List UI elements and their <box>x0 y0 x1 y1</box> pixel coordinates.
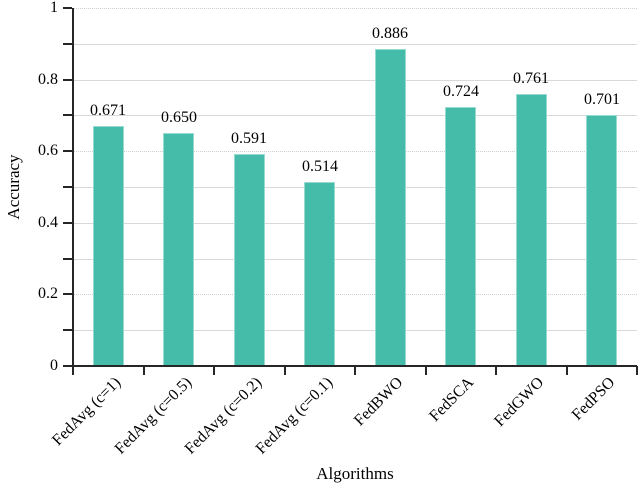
bar-FedAvg (c=0.1) <box>304 182 335 366</box>
x-axis-tick <box>284 366 286 375</box>
bar-FedAvg (c=0.2) <box>234 154 265 366</box>
y-axis-tick <box>63 329 72 331</box>
x-axis-tick <box>425 366 427 375</box>
y-tick-label: 0.8 <box>38 71 58 88</box>
y-axis-tick <box>63 7 72 9</box>
y-tick-label: 0.4 <box>38 214 58 231</box>
y-tick-label: 0.6 <box>38 142 58 159</box>
x-axis-tick <box>354 366 356 375</box>
x-tick-label: FedBWO <box>350 374 407 430</box>
gridline <box>73 80 637 81</box>
bar-FedAvg (c=1) <box>93 126 124 366</box>
y-axis-tick <box>63 186 72 188</box>
gridline <box>73 294 637 295</box>
gridline <box>73 151 637 152</box>
bar-value-label: 0.701 <box>584 91 620 108</box>
y-tick-label: 0.2 <box>38 285 58 302</box>
y-axis-tick <box>63 79 72 81</box>
bar-value-label: 0.886 <box>372 25 408 42</box>
y-axis-title: Accuracy <box>4 154 23 220</box>
x-axis-title: Algorithms <box>316 464 394 483</box>
y-axis-tick <box>63 293 72 295</box>
y-axis-tick <box>63 150 72 152</box>
y-tick-label: 0 <box>50 357 58 374</box>
y-axis-tick <box>63 222 72 224</box>
bar-value-label: 0.724 <box>443 83 479 100</box>
bar-value-label: 0.514 <box>302 158 338 175</box>
gridline <box>73 223 637 224</box>
bar-FedGWO <box>516 94 547 366</box>
gridline <box>73 44 637 45</box>
x-axis-tick <box>495 366 497 375</box>
bar-FedBWO <box>375 49 406 366</box>
y-axis-tick <box>63 258 72 260</box>
x-axis-tick <box>143 366 145 375</box>
bar-FedSCA <box>445 107 476 366</box>
bar-FedAvg (c=0.5) <box>163 133 194 366</box>
x-tick-label: FedAvg (c=1) <box>48 374 125 450</box>
y-axis-line <box>72 8 74 375</box>
x-tick-label: FedPSO <box>568 374 619 424</box>
gridline <box>73 187 637 188</box>
x-tick-label: FedGWO <box>491 374 548 431</box>
x-tick-label: FedSCA <box>426 374 478 426</box>
gridline <box>73 259 637 260</box>
gridline <box>73 330 637 331</box>
bar-value-label: 0.650 <box>161 109 197 126</box>
gridline <box>73 8 637 9</box>
gridline <box>73 115 637 116</box>
x-axis-tick <box>636 366 638 375</box>
x-axis-tick <box>566 366 568 375</box>
y-axis-tick <box>63 114 72 116</box>
x-axis-line <box>63 365 637 367</box>
y-axis-tick <box>63 43 72 45</box>
bar-FedPSO <box>586 115 617 366</box>
bar-value-label: 0.671 <box>90 102 126 119</box>
y-tick-label: 1 <box>50 0 58 16</box>
bar-value-label: 0.591 <box>231 130 267 147</box>
bar-value-label: 0.761 <box>513 70 549 87</box>
x-axis-tick <box>213 366 215 375</box>
